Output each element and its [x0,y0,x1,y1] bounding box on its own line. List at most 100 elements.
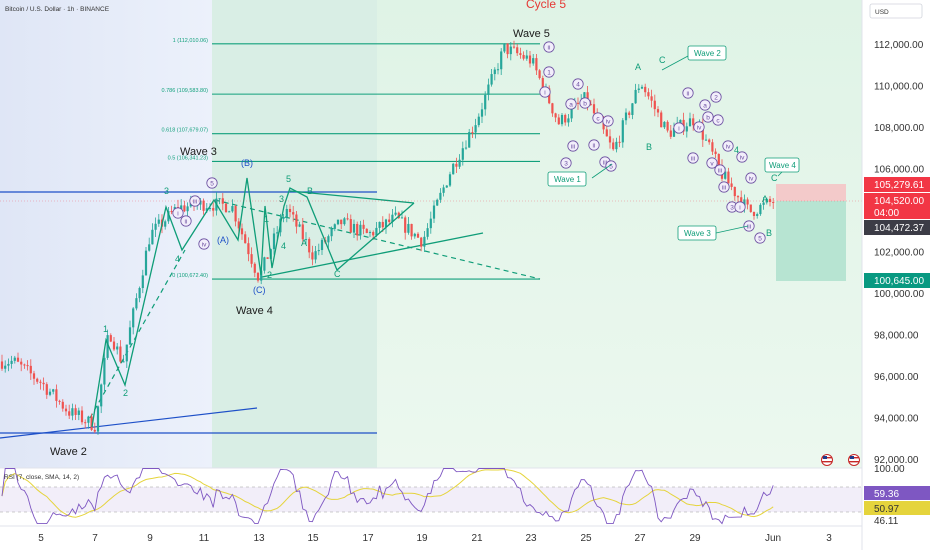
candle-body [263,257,266,271]
candle-body [730,183,733,187]
sub-wave-circle [745,172,757,184]
wave-letter-a: A [301,238,307,248]
candle-body [103,357,106,385]
candle-body [48,391,52,395]
target-price-tag [864,273,930,288]
candle-body [93,429,96,432]
wave-2-label: Wave 2 [50,446,87,458]
candle-body [157,219,160,224]
sub-wave-circle-label: iii [718,168,722,175]
candle-body [32,373,36,379]
fib-level-label: 1 (112,010.06) [173,38,209,44]
candle-body [458,159,461,167]
candle-body [576,102,580,104]
wave-3-callout[interactable] [677,225,717,241]
candle-body [80,410,84,423]
wave-digit-3: 3 [164,186,169,196]
take-profit-zone[interactable] [776,201,846,281]
sub-wave-circle [710,91,722,103]
sub-wave-circle [588,139,600,151]
sub-wave-circle [736,151,748,163]
candle-body [212,208,215,211]
sub-wave-circle-label: iv [740,155,745,162]
candle-body [317,250,320,252]
sub-wave-circle-label: iii [603,160,607,167]
candle-body [20,361,23,365]
candle-body [132,308,135,328]
sub-wave-circle [722,140,734,152]
candle-body [560,114,564,125]
candle-body [704,139,708,141]
sub-wave-circle-label: iv [202,242,207,249]
candle-body [423,236,426,247]
candle-body [391,214,394,222]
wave-1-callout-text: Wave 1 [554,175,581,184]
candle-body [240,228,244,235]
us-flag-icon[interactable] [821,454,833,466]
candle-body [653,100,656,110]
candle-body [39,381,42,383]
wave-digit-4: 4 [175,254,180,264]
sub-wave-circle-label: b [583,101,587,108]
candle-body [413,233,416,237]
sub-wave-circle-label: ii [185,219,188,226]
currency-button[interactable] [869,3,923,19]
wave-letter-b-blue: (B) [241,158,253,168]
wave-5-label: Wave 5 [513,28,550,40]
sub-wave-circle-label: v [710,161,714,168]
candle-body [378,221,381,228]
sub-wave-circle [172,207,184,219]
wave-4-callout[interactable] [764,157,800,173]
candle-body [640,86,644,89]
zone-blue-shade [0,0,212,468]
us-flag-icon-2[interactable] [848,454,860,466]
candle-body [4,365,7,369]
candle-body [298,224,301,227]
y-tick-label: 96,000.00 [874,372,919,383]
candle-body [468,132,471,148]
wave-letter-c-blue: (C) [253,285,266,295]
candle-body [756,214,759,216]
candle-body [570,107,573,119]
candle-body [621,120,624,143]
y-tick-label: 100,000.00 [874,289,924,300]
zone-teal-shade [212,0,377,468]
wave-letter-b2: B [646,142,652,152]
candle-body [90,416,93,430]
wave-digit-4b: 4 [281,241,286,251]
wave-count-path[interactable] [91,177,415,428]
dashed-trend-line[interactable] [214,199,541,280]
candle-body [154,223,157,230]
rsi-axis-top: 100.00 [874,464,905,475]
wave-digit-3b: 3 [279,194,284,204]
candle-body [551,103,554,114]
candle-body [772,202,775,204]
wave-1-callout[interactable] [547,171,587,187]
candle-body [768,198,772,203]
candle-body [343,218,346,225]
candle-body [231,206,234,212]
rsi-value-tag [864,486,930,500]
candle-body [375,227,378,236]
sub-wave-circle-label: ii [593,143,596,150]
candle-body [349,219,352,233]
x-tick-label: 27 [634,533,646,544]
candle-body [400,217,404,219]
x-axis[interactable]: 5 7 9 11 13 15 17 19 21 23 25 27 29 Jun 3 [38,533,832,544]
candle-body [45,384,48,395]
candle-body [282,216,285,219]
stop-loss-zone[interactable] [776,184,846,201]
candle-body [650,96,653,101]
candle-body [365,228,368,233]
candle-body [237,221,240,229]
candle-body [138,288,141,299]
candle-body [532,58,535,64]
rising-trend-line[interactable] [0,407,258,439]
candle-body [61,401,64,409]
candle-body [276,232,279,234]
candle-body [336,219,340,225]
fibonacci-retracement[interactable]: 1 (112,010.06) 0.786 (109,583.80) 0.618 (1… [162,38,540,280]
triangle-lower-line[interactable] [261,232,484,278]
wave-2-callout[interactable] [687,45,727,61]
